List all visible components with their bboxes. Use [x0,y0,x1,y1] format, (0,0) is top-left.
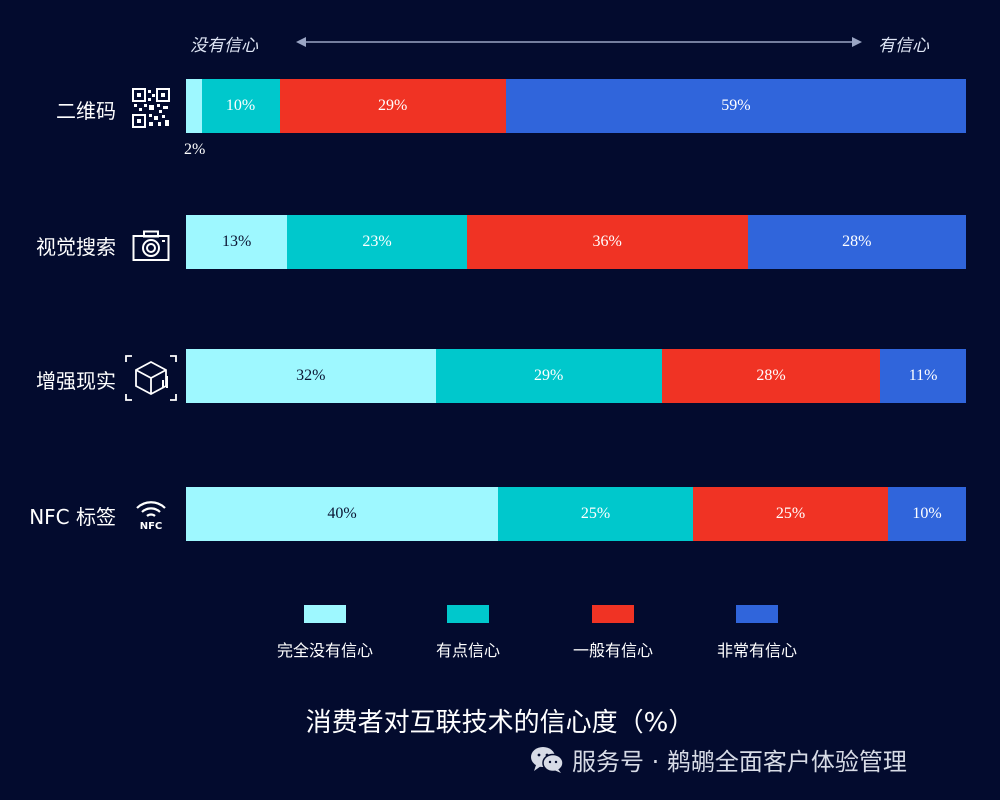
data-label: 23% [362,233,392,250]
bar-segment: 28% [747,215,966,269]
data-label: 25% [775,505,806,522]
bar-segment: 13% [186,215,288,269]
data-label: 28% [756,367,786,384]
bar-segment: 23% [287,215,467,269]
bar-segment [186,79,202,133]
legend-item: 有点信心 [408,605,528,661]
data-label: 36% [592,233,622,250]
bar-segment: 40% [186,487,498,541]
data-label: 29% [378,97,408,114]
wechat-icon [531,746,564,773]
data-label: 59% [721,97,751,114]
bar-segment: 59% [505,79,966,133]
qr-code-icon [132,88,170,128]
bar-ar: 32% 29% 28% 11% [186,349,966,403]
legend-item: 非常有信心 [697,605,817,661]
bar-segment: 10% [201,79,280,133]
scale-label-confidence: 有信心 [878,36,929,56]
bar-segment: 29% [279,79,506,133]
row-label-ar: 增强现实 [36,369,116,393]
data-label: 13% [222,233,252,250]
data-label: 10% [912,505,942,522]
svg-text:NFC: NFC [140,521,163,532]
camera-icon [132,230,170,261]
data-label: 28% [842,233,872,250]
row-label-nfc: NFC 标签 [29,505,116,529]
legend: 完全没有信心 有点信心 一般有信心 非常有信心 [0,605,1000,665]
legend-swatch [592,605,634,623]
legend-label: 非常有信心 [716,641,797,660]
legend-label: 完全没有信心 [276,641,373,660]
legend-item: 一般有信心 [553,605,673,661]
bar-nfc: 40% 25% 25% 10% [186,487,966,541]
bar-qr-code: 2% 10% 29% 59% [184,79,966,158]
data-label: 10% [225,97,256,114]
bar-segment: 28% [661,349,881,403]
bar-segment: 10% [888,487,966,541]
legend-label: 有点信心 [435,641,500,660]
data-label: 25% [580,505,611,522]
scale-arrow [296,37,862,47]
watermark: 服务号 · 鹈鹕全面客户体验管理 [530,742,907,777]
row-label-visual-search: 视觉搜索 [36,235,116,259]
bar-visual-search: 13% 23% 36% 28% [186,215,966,269]
legend-item: 完全没有信心 [265,605,385,661]
bar-segment: 25% [693,487,888,541]
bar-segment: 25% [498,487,693,541]
scale-label-no-confidence: 没有信心 [190,36,258,56]
data-label: 32% [296,367,326,384]
data-label-outside: 2% [184,141,206,158]
bar-segment: 32% [186,349,436,403]
data-label: 11% [908,367,938,384]
bar-segment: 29% [435,349,662,403]
data-label: 29% [534,367,564,384]
data-label: 40% [327,505,357,522]
bar-segment: 36% [466,215,748,269]
bar-segment: 11% [880,349,966,403]
watermark-text: 服务号 · 鹈鹕全面客户体验管理 [572,748,907,776]
chart-title: 消费者对互联技术的信心度（%） [305,708,695,738]
legend-swatch [736,605,778,623]
ar-cube-icon [125,355,177,401]
legend-swatch [447,605,489,623]
legend-swatch [304,605,346,623]
nfc-icon: NFC [136,501,166,532]
legend-label: 一般有信心 [572,641,653,660]
row-label-qr-code: 二维码 [56,99,116,123]
